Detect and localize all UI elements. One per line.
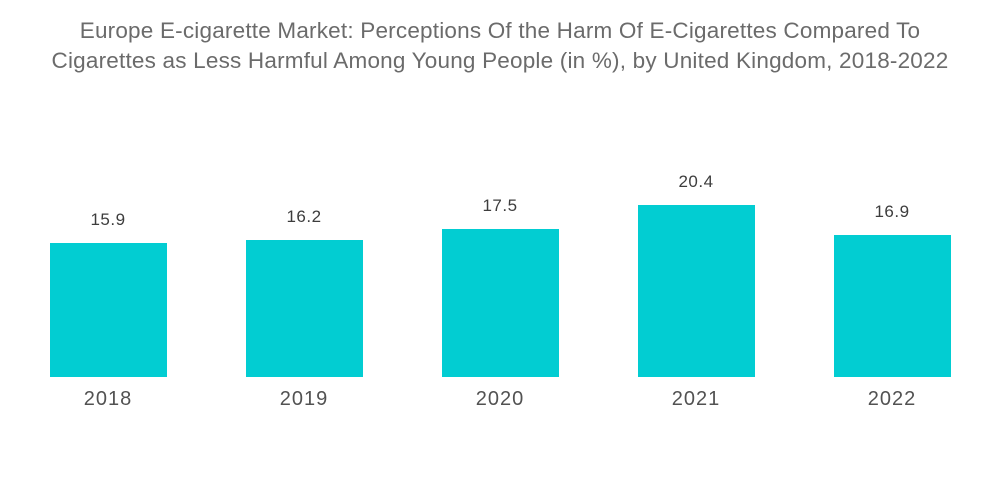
year-label: 2020: [475, 388, 525, 410]
year-label: 2022: [867, 388, 917, 410]
year-label: 2021: [671, 388, 721, 410]
value-label: 17.5: [482, 196, 518, 215]
value-label: 16.2: [286, 207, 322, 226]
bar: [833, 235, 951, 377]
bar-group-2018: 15.9 2018: [10, 210, 206, 411]
chart-title: Europe E-cigarette Market: Perceptions O…: [51, 18, 949, 73]
year-label: 2019: [279, 388, 329, 410]
year-label: 2018: [83, 388, 133, 410]
bar-group-2022: 16.9 2022: [794, 202, 990, 411]
bar-group-2019: 16.2 2019: [206, 207, 402, 411]
bar: [245, 240, 363, 377]
value-label: 15.9: [90, 210, 126, 229]
value-label: 20.4: [678, 172, 714, 191]
bar: [637, 205, 755, 377]
bar-group-2021: 20.4 2021: [598, 172, 794, 411]
bar: [441, 229, 559, 377]
value-label: 16.9: [874, 202, 910, 221]
bar-group-2020: 17.5 2020: [402, 196, 598, 411]
bar-chart-plot: 15.9 2018 16.2 2019 17.5 2020 20.4 2021 16.9 2022: [10, 172, 990, 411]
bar: [49, 243, 167, 377]
